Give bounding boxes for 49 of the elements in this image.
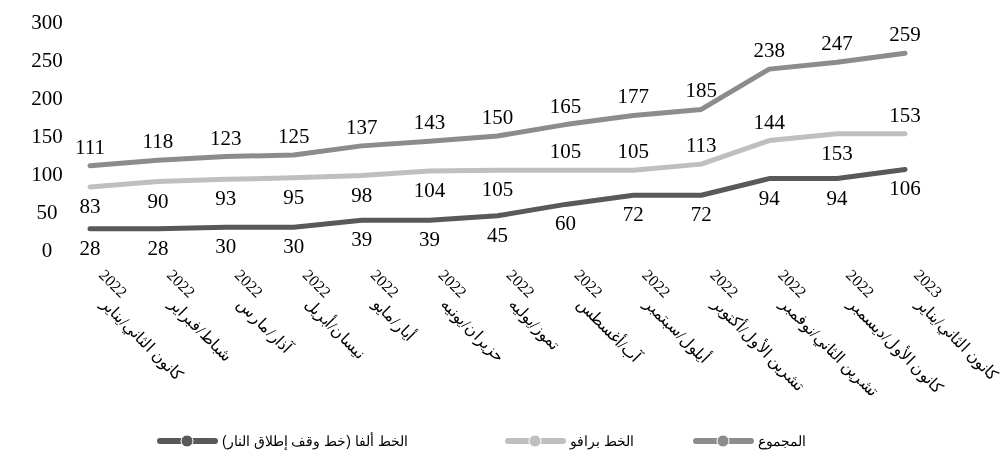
data-label: 39 bbox=[419, 227, 441, 252]
data-label: 177 bbox=[617, 84, 650, 109]
data-label: 111 bbox=[75, 134, 105, 159]
data-label: 94 bbox=[826, 185, 849, 210]
legend-label: الخط ألفا (خط وقف إطلاق النار) bbox=[222, 431, 408, 450]
data-label: 30 bbox=[215, 234, 237, 259]
data-label: 125 bbox=[278, 124, 310, 148]
data-label: 259 bbox=[889, 22, 921, 47]
y-tick-label: 100 bbox=[31, 162, 63, 186]
y-tick-label: 0 bbox=[41, 238, 53, 262]
data-label: 144 bbox=[753, 109, 786, 134]
data-label: 137 bbox=[345, 114, 378, 139]
data-label: 106 bbox=[889, 176, 921, 201]
data-label: 153 bbox=[889, 102, 921, 127]
data-label: 83 bbox=[79, 193, 101, 218]
y-tick-label: 200 bbox=[31, 86, 63, 110]
data-label: 185 bbox=[685, 78, 717, 103]
data-label: 72 bbox=[622, 202, 644, 227]
y-tick-label: 300 bbox=[31, 10, 63, 34]
y-tick-label: 150 bbox=[31, 124, 63, 148]
data-label: 98 bbox=[351, 182, 373, 207]
data-label: 60 bbox=[554, 211, 576, 236]
data-label: 95 bbox=[283, 184, 305, 209]
legend-label: الخط برافو bbox=[569, 433, 634, 450]
data-label: 150 bbox=[481, 105, 514, 129]
data-label: 113 bbox=[685, 133, 717, 158]
legend-label: المجموع bbox=[758, 433, 806, 450]
y-tick-label: 50 bbox=[36, 200, 58, 224]
data-label: 28 bbox=[147, 235, 169, 260]
data-label: 28 bbox=[79, 235, 101, 260]
data-label: 93 bbox=[215, 186, 237, 211]
data-label: 90 bbox=[147, 188, 169, 213]
data-label: 123 bbox=[210, 125, 242, 150]
data-label: 39 bbox=[351, 227, 373, 252]
data-label: 247 bbox=[821, 31, 853, 56]
data-label: 72 bbox=[690, 202, 712, 227]
data-label: 143 bbox=[413, 110, 446, 135]
data-label: 105 bbox=[481, 177, 514, 202]
data-label: 94 bbox=[758, 185, 781, 210]
data-label: 238 bbox=[753, 38, 785, 63]
data-label: 45 bbox=[487, 222, 508, 247]
data-label: 30 bbox=[283, 234, 305, 259]
data-label: 118 bbox=[142, 129, 174, 154]
data-label: 153 bbox=[821, 140, 853, 165]
data-label: 105 bbox=[549, 139, 582, 164]
y-tick-label: 250 bbox=[31, 48, 63, 72]
data-label: 105 bbox=[617, 139, 650, 164]
data-label: 104 bbox=[413, 177, 446, 202]
data-label: 165 bbox=[549, 93, 582, 118]
